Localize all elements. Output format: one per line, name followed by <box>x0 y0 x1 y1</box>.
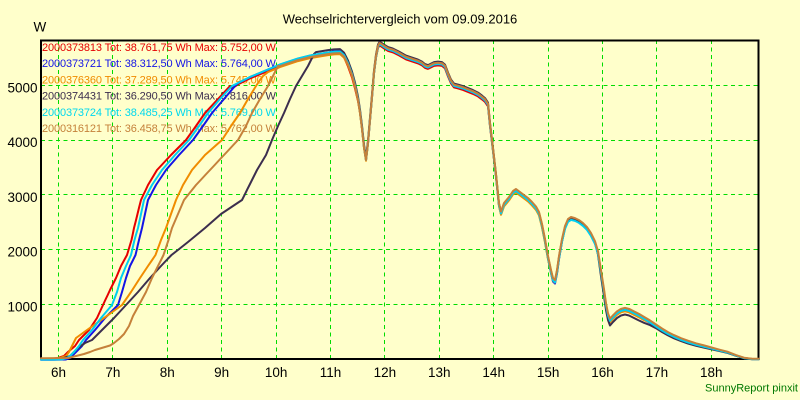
svg-text:3000: 3000 <box>7 190 37 205</box>
svg-text:W: W <box>34 20 47 35</box>
svg-text:2000373813 Tot: 38.761,75 Wh M: 2000373813 Tot: 38.761,75 Wh Max: 5.752,… <box>42 42 277 54</box>
svg-text:4000: 4000 <box>7 135 37 150</box>
svg-text:12h: 12h <box>374 365 397 380</box>
svg-text:15h: 15h <box>537 365 560 380</box>
svg-text:6h: 6h <box>51 365 66 380</box>
svg-text:2000376360 Tot: 37.289,50 Wh M: 2000376360 Tot: 37.289,50 Wh Max: 5.745,… <box>42 74 277 86</box>
svg-text:2000: 2000 <box>7 245 37 260</box>
svg-text:10h: 10h <box>265 365 288 380</box>
svg-text:11h: 11h <box>320 365 342 380</box>
svg-text:5000: 5000 <box>7 81 37 96</box>
svg-text:2000373721 Tot: 38.312,50 Wh M: 2000373721 Tot: 38.312,50 Wh Max: 5.764,… <box>42 58 277 70</box>
svg-text:7h: 7h <box>105 365 120 380</box>
svg-text:1000: 1000 <box>7 299 37 314</box>
svg-text:SunnyReport pinxit: SunnyReport pinxit <box>705 383 798 395</box>
svg-text:9h: 9h <box>214 365 229 380</box>
svg-text:2000374431 Tot: 36.290,50 Wh M: 2000374431 Tot: 36.290,50 Wh Max: 5.816,… <box>42 91 277 103</box>
svg-text:8h: 8h <box>160 365 175 380</box>
svg-text:17h: 17h <box>646 365 669 380</box>
svg-text:2000373724 Tot: 38.485,25 Wh M: 2000373724 Tot: 38.485,25 Wh Max: 5.769,… <box>42 107 277 119</box>
svg-text:13h: 13h <box>428 365 451 380</box>
svg-text:16h: 16h <box>591 365 614 380</box>
svg-text:Wechselrichtervergleich vom 09: Wechselrichtervergleich vom 09.09.2016 <box>283 12 518 27</box>
svg-text:2000316121 Tot: 36.458,75 Wh M: 2000316121 Tot: 36.458,75 Wh Max: 5.762,… <box>42 123 277 135</box>
svg-text:14h: 14h <box>482 365 505 380</box>
svg-text:18h: 18h <box>700 365 723 380</box>
